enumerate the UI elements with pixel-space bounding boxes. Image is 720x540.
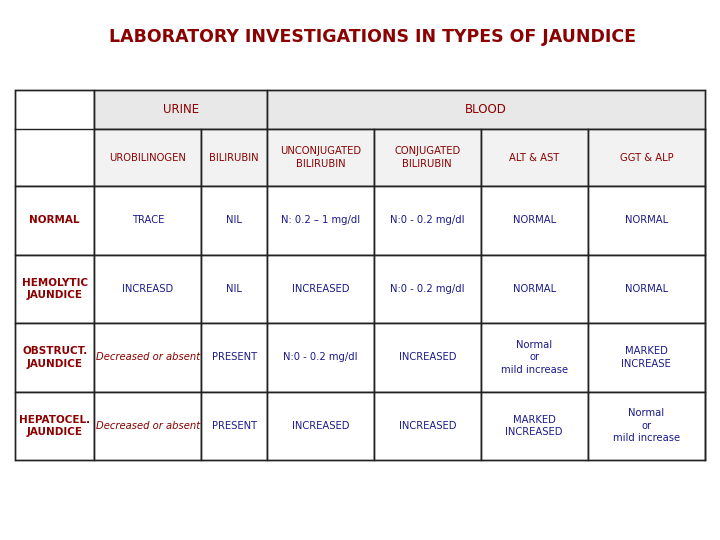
Bar — [267, 392, 374, 460]
Bar — [202, 392, 267, 460]
Bar — [481, 392, 588, 460]
Text: NIL: NIL — [226, 215, 242, 225]
Bar — [202, 255, 267, 323]
Text: INCREASED: INCREASED — [292, 421, 349, 431]
Text: OBSTRUCT.
JAUNDICE: OBSTRUCT. JAUNDICE — [22, 346, 87, 368]
Text: N:0 - 0.2 mg/dl: N:0 - 0.2 mg/dl — [283, 352, 358, 362]
Text: MARKED
INCREASED: MARKED INCREASED — [505, 415, 563, 437]
Bar — [15, 323, 94, 391]
Text: LABORATORY INVESTIGATIONS IN TYPES OF JAUNDICE: LABORATORY INVESTIGATIONS IN TYPES OF JA… — [109, 28, 636, 46]
Text: N: 0.2 – 1 mg/dl: N: 0.2 – 1 mg/dl — [281, 215, 360, 225]
Text: INCREASED: INCREASED — [399, 352, 456, 362]
Text: ALT & AST: ALT & AST — [509, 152, 559, 163]
Bar — [481, 323, 588, 391]
Bar — [481, 129, 588, 186]
Bar — [267, 323, 374, 391]
Text: NORMAL: NORMAL — [513, 284, 556, 294]
Text: NORMAL: NORMAL — [625, 215, 668, 225]
Text: BLOOD: BLOOD — [465, 103, 507, 116]
Text: Normal
or
mild increase: Normal or mild increase — [500, 340, 568, 375]
Bar — [481, 186, 588, 255]
Bar — [94, 323, 202, 391]
Text: PRESENT: PRESENT — [212, 421, 256, 431]
Text: N:0 - 0.2 mg/dl: N:0 - 0.2 mg/dl — [390, 284, 464, 294]
Text: NIL: NIL — [226, 284, 242, 294]
Bar — [94, 186, 202, 255]
Text: BILIRUBIN: BILIRUBIN — [210, 152, 259, 163]
Text: Decreased or absent: Decreased or absent — [96, 421, 200, 431]
Text: UROBILINOGEN: UROBILINOGEN — [109, 152, 186, 163]
Bar — [94, 129, 202, 186]
Text: TRACE: TRACE — [132, 215, 164, 225]
Text: HEMOLYTIC
JAUNDICE: HEMOLYTIC JAUNDICE — [22, 278, 88, 300]
Text: HEPATOCEL.
JAUNDICE: HEPATOCEL. JAUNDICE — [19, 415, 90, 437]
Text: PRESENT: PRESENT — [212, 352, 256, 362]
Text: CONJUGATED
BILIRUBIN: CONJUGATED BILIRUBIN — [394, 146, 460, 168]
Bar — [202, 186, 267, 255]
Text: GGT & ALP: GGT & ALP — [619, 152, 673, 163]
Bar — [94, 255, 202, 323]
Bar — [374, 186, 481, 255]
Text: MARKED
INCREASE: MARKED INCREASE — [621, 346, 671, 368]
Bar — [374, 255, 481, 323]
Bar — [202, 129, 267, 186]
Text: NORMAL: NORMAL — [30, 215, 80, 225]
Text: URINE: URINE — [163, 103, 199, 116]
Bar — [202, 323, 267, 391]
Text: Normal
or
mild increase: Normal or mild increase — [613, 408, 680, 443]
Text: INCREASED: INCREASED — [292, 284, 349, 294]
Text: NORMAL: NORMAL — [513, 215, 556, 225]
Bar — [588, 392, 705, 460]
Bar — [15, 255, 94, 323]
Bar — [15, 392, 94, 460]
Text: Decreased or absent: Decreased or absent — [96, 352, 200, 362]
Bar — [481, 255, 588, 323]
Bar — [588, 323, 705, 391]
Text: INCREASD: INCREASD — [122, 284, 174, 294]
Bar — [15, 90, 94, 186]
Text: UNCONJUGATED
BILIRUBIN: UNCONJUGATED BILIRUBIN — [280, 146, 361, 168]
Text: INCREASED: INCREASED — [399, 421, 456, 431]
Bar — [588, 129, 705, 186]
Bar — [374, 323, 481, 391]
Bar — [374, 392, 481, 460]
Text: N:0 - 0.2 mg/dl: N:0 - 0.2 mg/dl — [390, 215, 464, 225]
Bar — [15, 186, 94, 255]
Bar — [267, 129, 374, 186]
Bar — [267, 90, 705, 129]
Bar — [267, 255, 374, 323]
Bar — [588, 186, 705, 255]
Bar — [94, 90, 267, 129]
Bar — [374, 129, 481, 186]
Text: NORMAL: NORMAL — [625, 284, 668, 294]
Bar — [588, 255, 705, 323]
Bar — [94, 392, 202, 460]
Bar — [267, 186, 374, 255]
